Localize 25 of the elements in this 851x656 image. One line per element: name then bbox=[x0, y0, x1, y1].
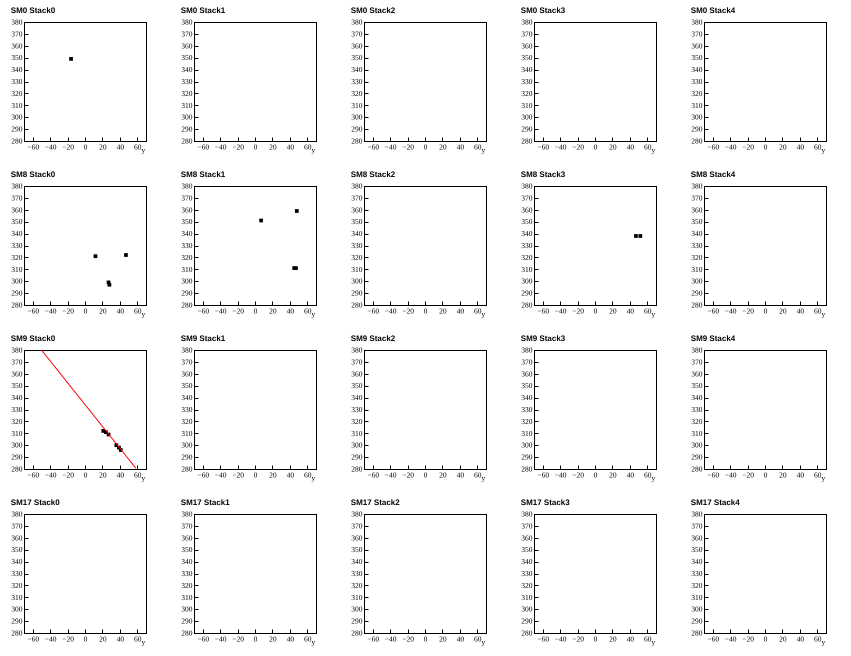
chart-title: SM17 Stack0 bbox=[10, 498, 60, 507]
point bbox=[259, 218, 263, 222]
chart-title: SM9 Stack1 bbox=[180, 334, 226, 343]
chart-title: SM8 Stack3 bbox=[520, 170, 566, 179]
chart-title: SM8 Stack2 bbox=[350, 170, 396, 179]
chart-title: SM9 Stack4 bbox=[690, 334, 736, 343]
chart-title: SM17 Stack4 bbox=[690, 498, 740, 507]
chart-title: SM8 Stack4 bbox=[690, 170, 736, 179]
chart-title: SM9 Stack2 bbox=[350, 334, 396, 343]
chart-title: SM17 Stack3 bbox=[520, 498, 570, 507]
chart-title: SM0 Stack2 bbox=[350, 6, 396, 15]
chart-title: SM8 Stack0 bbox=[10, 170, 56, 179]
point bbox=[94, 254, 98, 258]
chart-title: SM17 Stack2 bbox=[350, 498, 400, 507]
chart-title: SM0 Stack1 bbox=[180, 6, 226, 15]
chart-title: SM9 Stack0 bbox=[10, 334, 56, 343]
chart-title: SM0 Stack0 bbox=[10, 6, 56, 15]
chart-title: SM9 Stack3 bbox=[520, 334, 566, 343]
point bbox=[108, 282, 112, 287]
chart-title: SM0 Stack4 bbox=[690, 6, 736, 15]
chart-title: SM17 Stack1 bbox=[180, 498, 230, 507]
point bbox=[294, 209, 299, 213]
chart-title: SM0 Stack3 bbox=[520, 6, 566, 15]
chart-title: SM8 Stack1 bbox=[180, 170, 226, 179]
point bbox=[124, 253, 128, 257]
